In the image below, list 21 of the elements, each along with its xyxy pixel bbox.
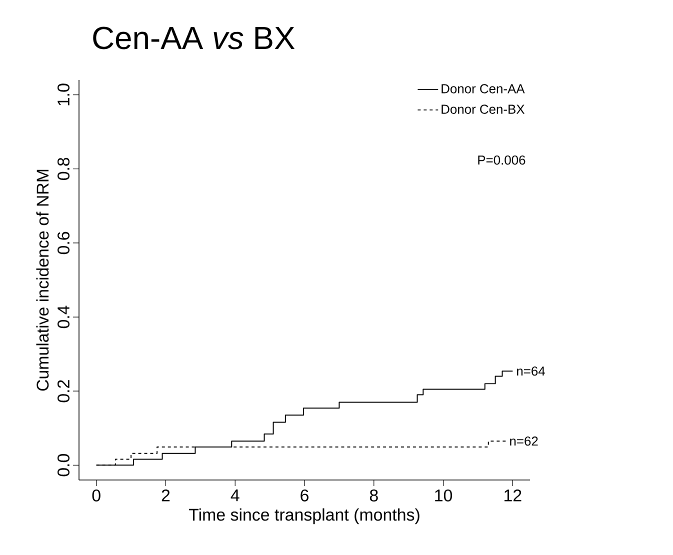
x-tick-label: 12	[504, 489, 522, 502]
y-tick-label: 0.8	[58, 158, 70, 180]
chart-title: Cen-AA vs BX	[93, 26, 295, 50]
y-tick-label: 0.2	[58, 380, 70, 402]
x-tick-label: 6	[300, 489, 308, 502]
annotation: n=62	[510, 436, 538, 446]
x-tick-label: 0	[92, 489, 100, 502]
y-axis-title: Cumulative incidence of NRM	[36, 170, 49, 391]
y-tick-label: 1.0	[58, 84, 70, 106]
annotation: P=0.006	[478, 156, 526, 165]
x-tick-label: 8	[370, 489, 378, 502]
legend-label: Donor Cen-AA	[442, 84, 525, 94]
x-axis-title: Time since transplant (months)	[188, 508, 420, 524]
x-tick-label: 10	[435, 489, 452, 502]
legend-label: Donor Cen-BX	[442, 104, 525, 114]
y-tick-label: 0.0	[58, 454, 70, 476]
y-tick-label: 0.6	[58, 232, 70, 254]
y-tick-label: 0.4	[58, 306, 70, 328]
x-tick-label: 4	[230, 489, 240, 502]
x-tick-label: 2	[162, 489, 170, 502]
annotation: n=64	[517, 366, 545, 376]
